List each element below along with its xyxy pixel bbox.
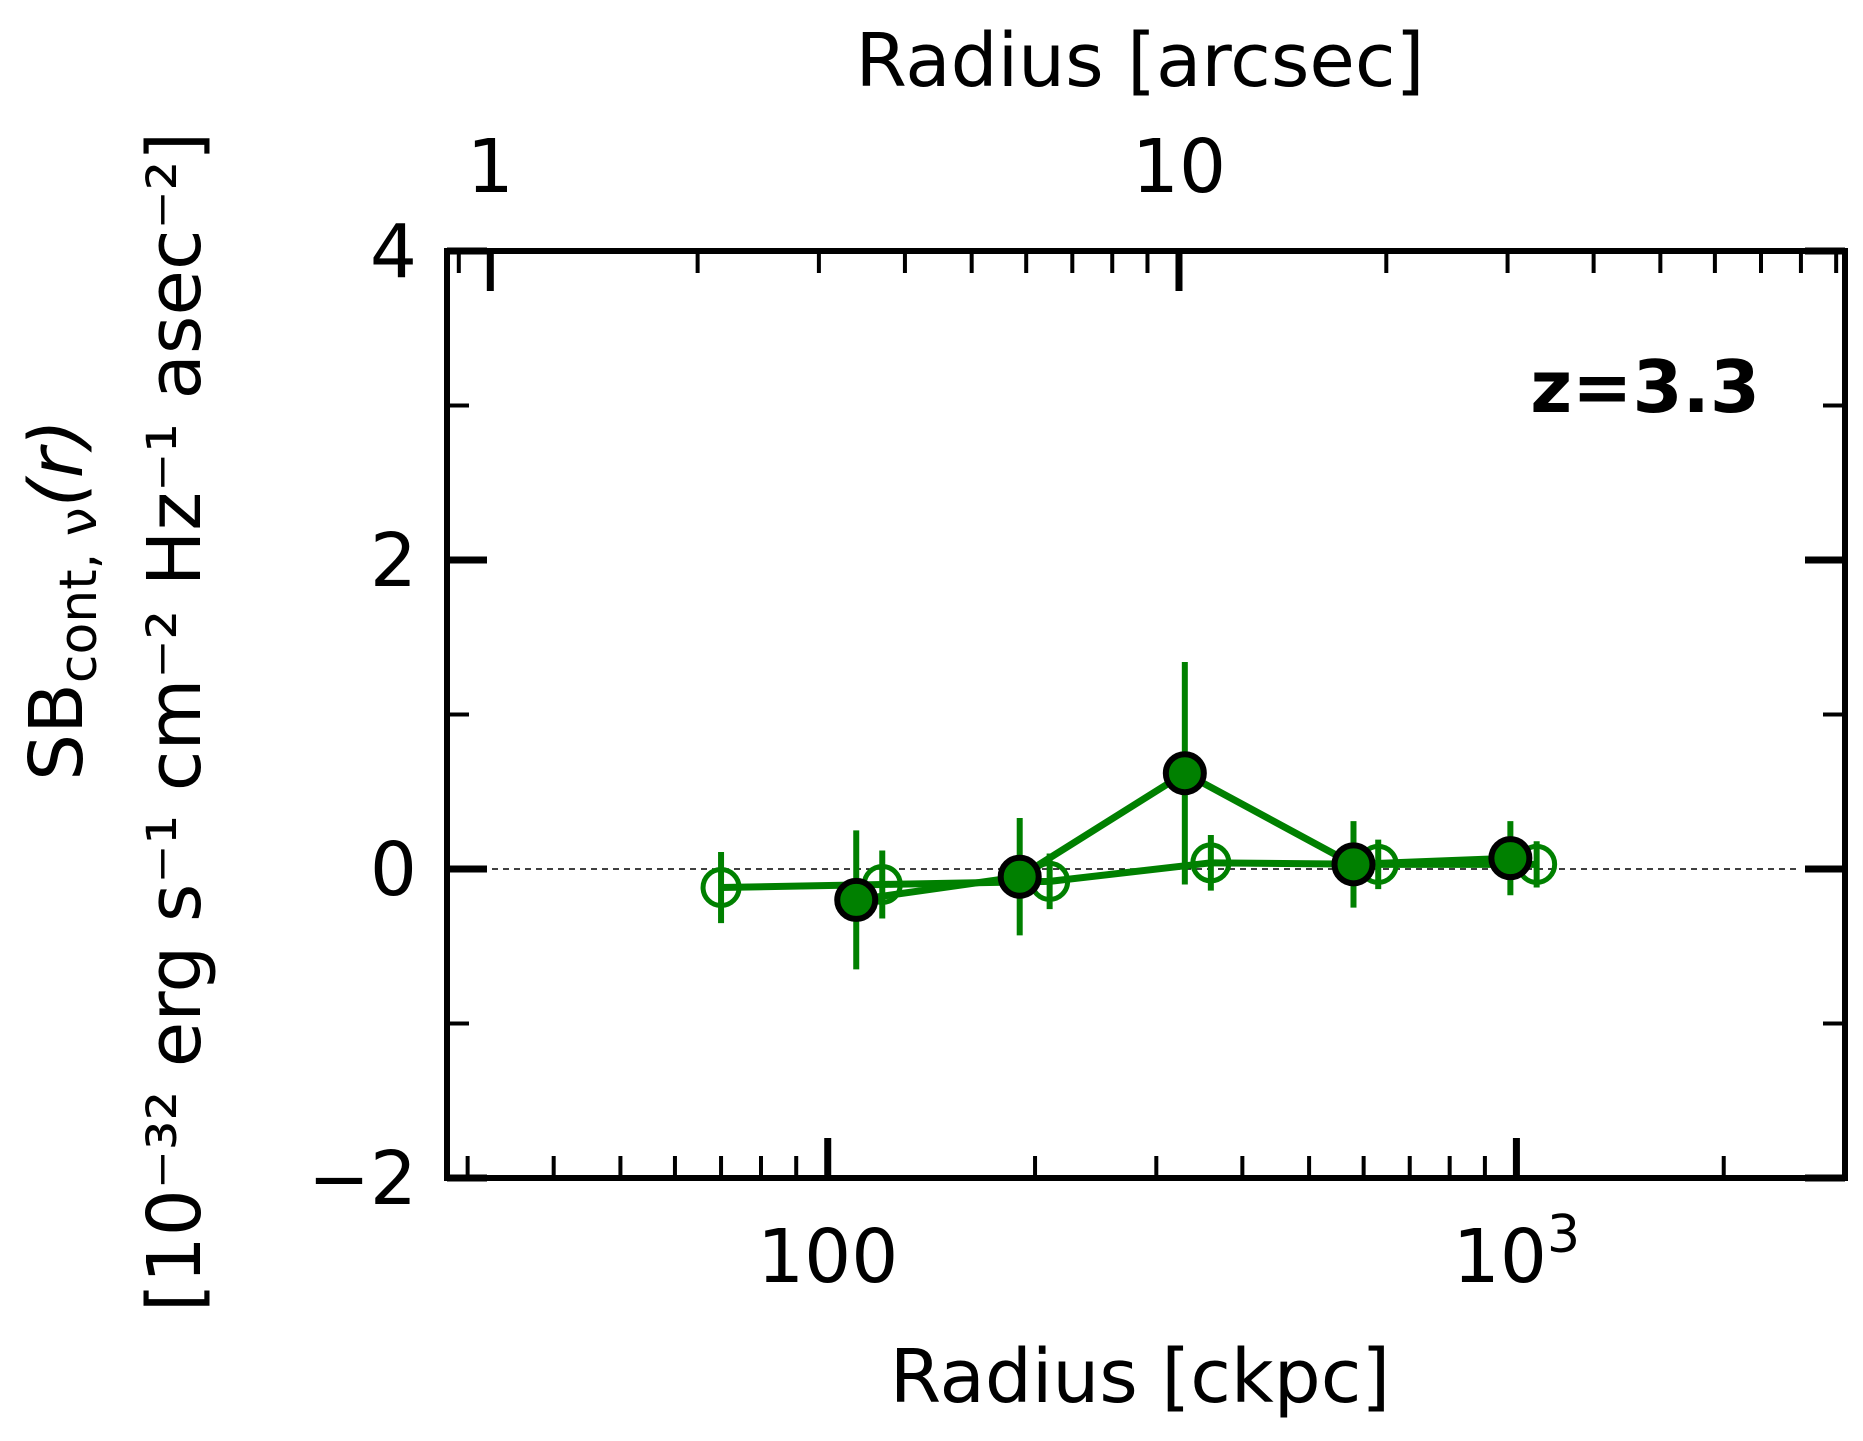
data-point [1162, 751, 1207, 796]
data-point [1331, 842, 1376, 887]
y-axis-label-paren: (r) [14, 419, 100, 507]
data-point [1190, 842, 1232, 884]
annotation-redshift: z=3.3 [1530, 345, 1760, 429]
x-tick-label: 103 [1453, 1205, 1580, 1300]
y-tick-label: −2 [308, 1136, 417, 1222]
x2-tick-labels: 1 10 [467, 124, 1226, 210]
x-tick-label: 100 [757, 1214, 898, 1300]
plot-frame [444, 248, 1848, 1181]
series-layer [700, 661, 1558, 970]
y-tick-label: 2 [370, 518, 417, 604]
data-point [834, 877, 879, 922]
data-point [997, 854, 1042, 899]
y-tick-label: 4 [370, 209, 417, 295]
y-axis-label-subscript: cont, ν [49, 507, 109, 683]
y-tick-labels: −2 0 2 4 [308, 209, 417, 1222]
y-axis-label: SBcont, ν(r) [14, 419, 109, 781]
x-axis-label: Radius [ckpc] [890, 1334, 1391, 1420]
series-filled [834, 661, 1533, 970]
x-tick-labels: 100 103 [757, 1205, 1580, 1300]
y-tick-label: 0 [370, 827, 417, 913]
series-open [700, 835, 1558, 924]
data-point [700, 867, 742, 909]
x2-tick-label: 1 [467, 124, 514, 210]
x2-axis-label: Radius [arcsec] [856, 18, 1425, 104]
y-axis-label-units: [10⁻³² erg s⁻¹ cm⁻² Hz⁻¹ asec⁻²] [132, 132, 218, 1312]
data-point [1488, 836, 1533, 881]
x2-tick-label: 10 [1132, 124, 1226, 210]
y-axis-label-main: SB [14, 683, 100, 781]
